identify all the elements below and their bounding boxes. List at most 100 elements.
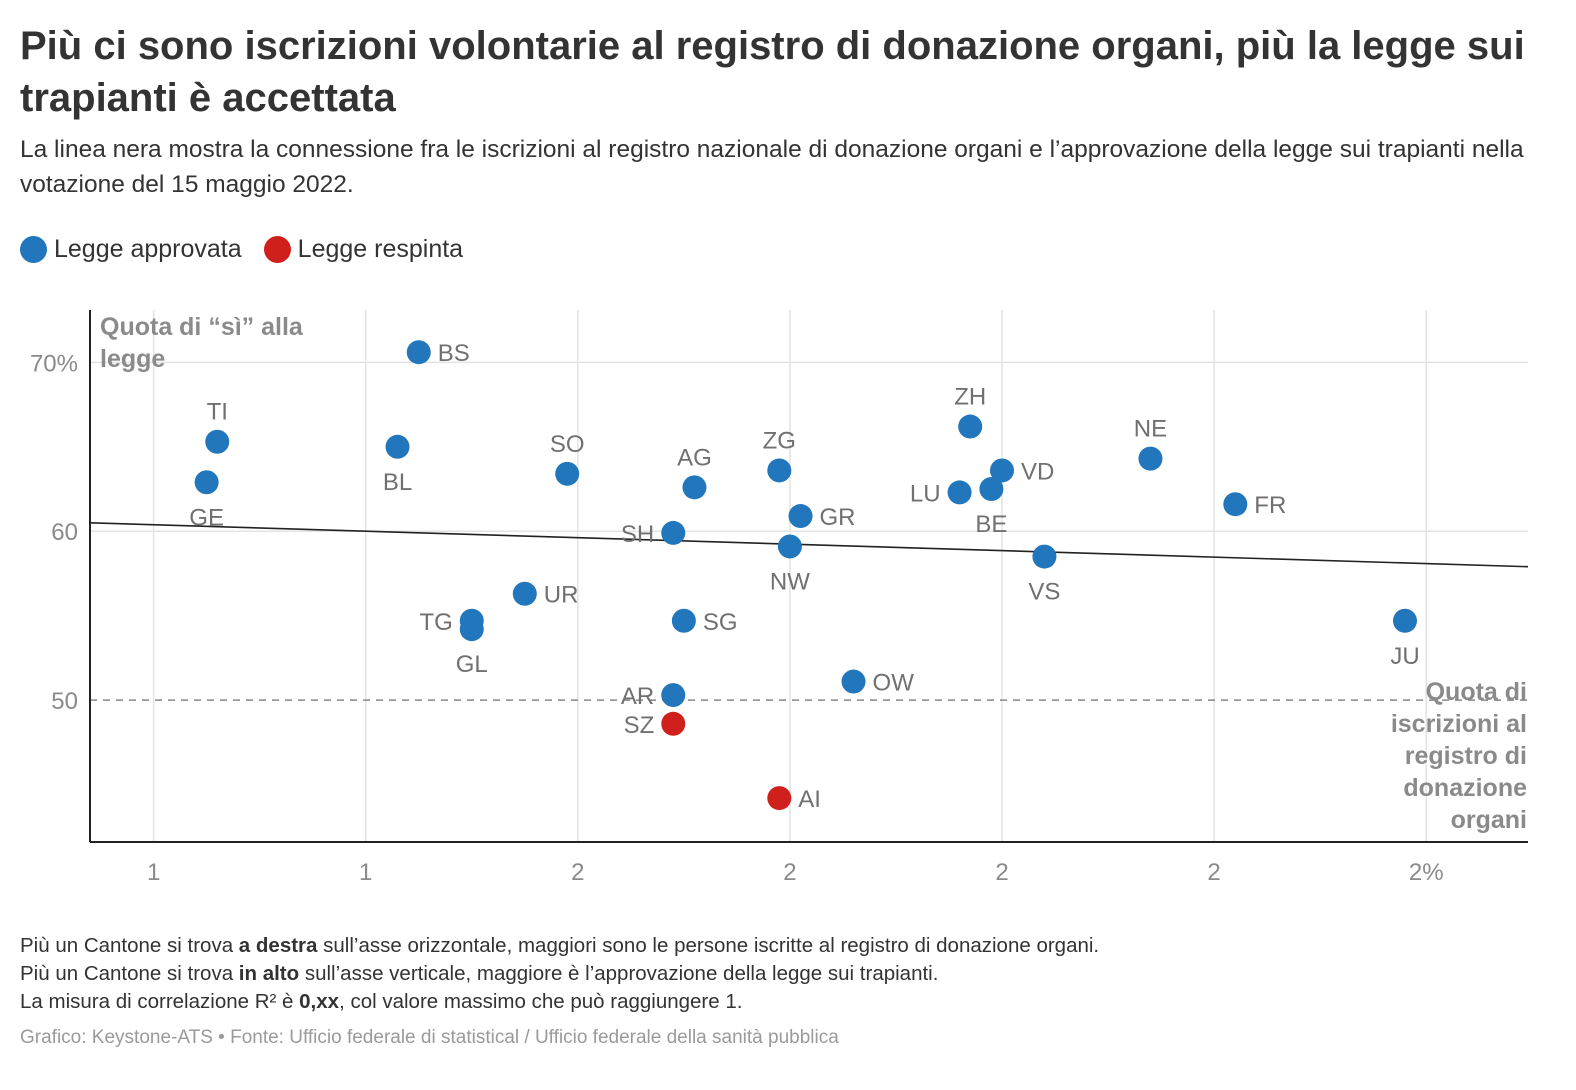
point-label-sg: SG	[703, 609, 738, 636]
note-text: sull’asse orizzontale, maggiori sono le …	[317, 934, 1100, 957]
note-line-2: Più un Cantone si trova in alto sull’ass…	[20, 960, 1560, 988]
point-zg	[767, 458, 792, 483]
point-be	[979, 477, 1004, 502]
x-axis-title: Quota di iscrizioni al registro di donazion…	[1391, 678, 1527, 834]
point-label-zg: ZG	[763, 427, 796, 454]
x-tick-label: 2	[571, 859, 584, 886]
point-label-ag: AG	[677, 444, 712, 471]
axis-title-line: legge	[100, 345, 165, 373]
point-ar	[661, 683, 686, 708]
point-label-ne: NE	[1134, 416, 1167, 443]
point-nw	[777, 534, 802, 559]
point-ju	[1392, 608, 1417, 633]
trend-line-group	[89, 522, 1529, 568]
point-sg	[671, 608, 696, 633]
legend-dot-approved	[20, 236, 47, 263]
y-tick-label: 50	[51, 688, 78, 715]
point-bl	[385, 434, 410, 459]
point-label-sz: SZ	[624, 712, 655, 739]
point-bs	[406, 340, 431, 365]
axes	[89, 310, 1528, 843]
point-ag	[682, 475, 707, 500]
chart-title: Più ci sono iscrizioni volontarie al reg…	[20, 24, 1525, 120]
point-label-ti: TI	[207, 399, 228, 426]
chart-subtitle: La linea nera mostra la connessione fra …	[20, 136, 1524, 198]
point-fr	[1223, 492, 1248, 517]
legend-item-rejected: Legge respinta	[263, 235, 464, 264]
grid	[90, 310, 1528, 842]
point-gr	[788, 504, 813, 529]
axis-title-line: donazione	[1403, 774, 1527, 802]
point-label-vd: VD	[1021, 458, 1054, 485]
point-label-ge: GE	[189, 504, 224, 531]
note-line-1: Più un Cantone si trova a destra sull’as…	[20, 932, 1560, 960]
tick-labels: 1 1 2 2 2 2 2% 50 60 70%	[30, 350, 1444, 886]
axis-title-line: iscrizioni al	[1391, 710, 1527, 738]
point-ge	[194, 470, 219, 495]
y-axis-title: Quota di “sì” alla legge	[100, 313, 304, 373]
point-label-fr: FR	[1254, 492, 1286, 519]
x-tick-label: 2	[995, 859, 1008, 886]
point-ai	[767, 786, 792, 811]
point-lu	[947, 480, 972, 505]
point-sh	[661, 520, 686, 545]
axis-titles: Quota di “sì” alla legge Quota di iscrizio…	[100, 313, 1527, 834]
point-label-bs: BS	[438, 340, 470, 367]
point-label-ur: UR	[544, 582, 579, 609]
note-text: Più un Cantone si trova	[20, 962, 239, 985]
point-ne	[1138, 446, 1163, 471]
point-label-ju: JU	[1390, 643, 1419, 670]
point-vd	[990, 458, 1015, 483]
axis-title-line: registro di	[1405, 742, 1527, 770]
legend-item-approved: Legge approvata	[20, 235, 242, 264]
point-label-zh: ZH	[954, 384, 986, 411]
scatter-chart: 1 1 2 2 2 2 2% 50 60 70% Quota di “sì” alla legge …	[30, 310, 1529, 886]
x-tick-label: 1	[359, 859, 372, 886]
legend-dot-rejected	[263, 236, 291, 263]
point-label-gr: GR	[820, 504, 856, 531]
chart-notes: Più un Cantone si trova a destra sull’as…	[20, 932, 1560, 1016]
point-vs	[1032, 544, 1057, 569]
x-tick-label: 2	[1207, 859, 1220, 886]
note-line-3: La misura di correlazione R² è 0,xx, col…	[20, 988, 1560, 1016]
point-label-ai: AI	[798, 786, 821, 813]
trend-line	[89, 522, 1529, 568]
point-ur	[512, 581, 537, 606]
note-text: La misura di correlazione R² è	[20, 990, 300, 1013]
legend-label-rejected: Legge respinta	[297, 235, 464, 263]
point-label-lu: LU	[910, 480, 941, 507]
point-ti	[205, 429, 230, 454]
point-ow	[841, 669, 866, 694]
point-label-ow: OW	[873, 670, 915, 697]
note-text: Più un Cantone si trova	[20, 934, 239, 957]
y-tick-label: 70%	[30, 350, 78, 377]
point-label-sh: SH	[621, 521, 654, 548]
axis-title-line: organi	[1451, 806, 1527, 834]
point-label-tg: TG	[419, 609, 452, 636]
note-emphasis: in alto	[238, 962, 300, 985]
note-text: , col valore massimo che può raggiungere…	[339, 990, 743, 1013]
legend-label-approved: Legge approvata	[54, 235, 242, 263]
x-tick-label: 1	[147, 859, 160, 886]
note-text: sull’asse verticale, maggiore è l’approv…	[299, 962, 939, 985]
point-zh	[958, 414, 983, 439]
note-emphasis: a destra	[238, 934, 318, 957]
source-credit: Grafico: Keystone-ATS • Fonte: Ufficio f…	[20, 1027, 839, 1048]
point-label-be: BE	[975, 511, 1007, 538]
data-points	[194, 340, 1417, 811]
point-sz	[661, 711, 686, 736]
axis-title-line: Quota di “sì” alla	[100, 313, 304, 341]
point-label-so: SO	[550, 431, 585, 458]
point-label-bl: BL	[383, 469, 412, 496]
point-labels: BS TI GE BL SO AG ZG GR SH NW ZH VD LU BE VS NE FR JU UR TG…	[189, 340, 1419, 813]
y-tick-label: 60	[51, 519, 78, 546]
point-so	[555, 461, 580, 486]
legend: Legge approvata Legge respinta	[20, 235, 463, 264]
point-label-vs: VS	[1028, 579, 1060, 606]
point-label-nw: NW	[770, 568, 810, 595]
x-tick-label: 2%	[1409, 859, 1444, 886]
axis-title-line: Quota di	[1426, 678, 1527, 706]
x-tick-label: 2	[783, 859, 796, 886]
note-emphasis: 0,xx	[299, 990, 340, 1013]
point-label-ar: AR	[621, 683, 654, 710]
